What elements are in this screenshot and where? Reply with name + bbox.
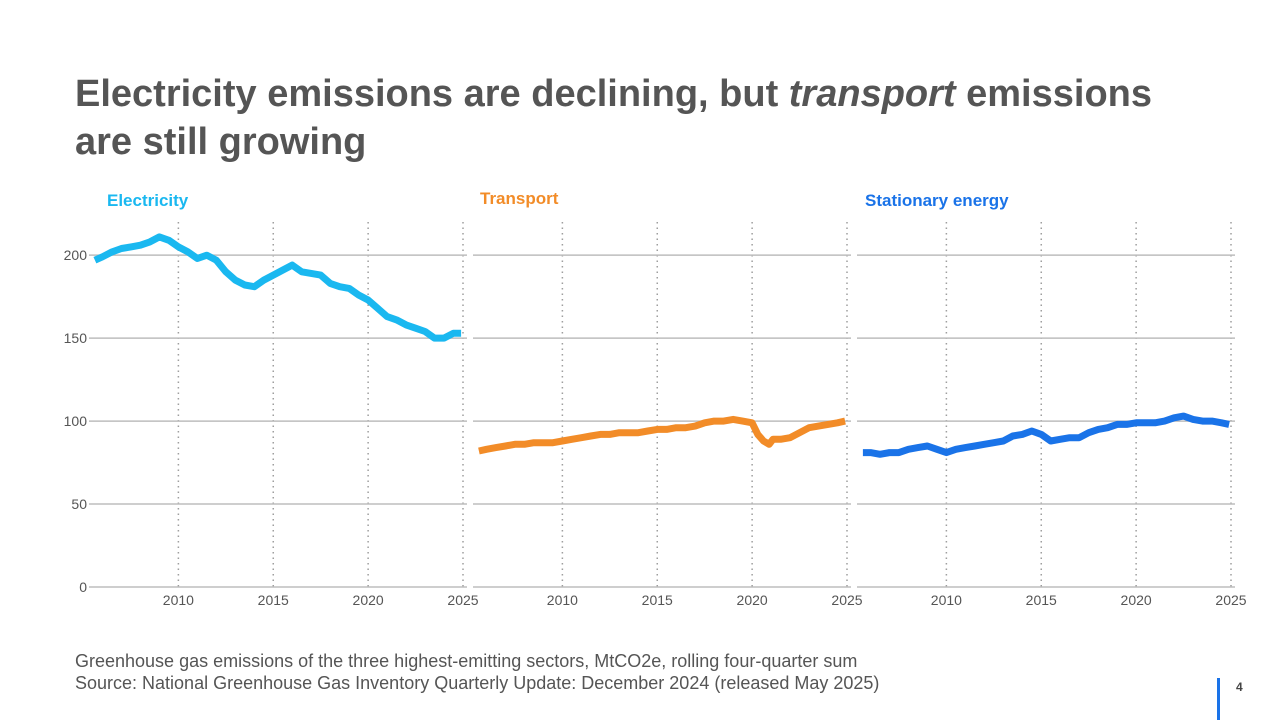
x-tick-label: 2010 <box>547 592 578 608</box>
page-number-bar <box>1217 678 1220 720</box>
page-title: Electricity emissions are declining, but… <box>75 70 1195 166</box>
x-tick-label: 2015 <box>258 592 289 608</box>
x-tick-label: 2015 <box>1026 592 1057 608</box>
x-tick-label: 2010 <box>931 592 962 608</box>
panel-title: Transport <box>480 189 559 208</box>
y-tick-label: 100 <box>64 413 88 429</box>
panel-title: Stationary energy <box>865 191 1009 210</box>
y-tick-label: 150 <box>64 330 88 346</box>
x-tick-label: 2025 <box>447 592 478 608</box>
footnote: Greenhouse gas emissions of the three hi… <box>75 650 879 694</box>
series-line <box>93 233 462 342</box>
series-line <box>478 415 846 455</box>
title-italic-word: transport <box>788 73 956 115</box>
page-number: 4 <box>1236 680 1243 694</box>
y-tick-label: 200 <box>64 247 88 263</box>
series-line <box>862 412 1230 458</box>
x-tick-label: 2010 <box>163 592 194 608</box>
title-part-1: Electricity emissions are declining, but <box>75 73 789 115</box>
y-tick-label: 50 <box>71 496 87 512</box>
x-tick-label: 2015 <box>642 592 673 608</box>
title-part-2: emissions are still growing <box>75 73 1152 163</box>
chart-description: Greenhouse gas emissions of the three hi… <box>75 651 858 671</box>
x-tick-label: 2025 <box>831 592 862 608</box>
x-tick-label: 2025 <box>1215 592 1246 608</box>
x-tick-label: 2020 <box>1121 592 1152 608</box>
y-tick-label: 0 <box>79 579 87 595</box>
source-note: Source: National Greenhouse Gas Inventor… <box>75 673 880 693</box>
panel-title: Electricity <box>107 191 189 210</box>
x-tick-label: 2020 <box>353 592 384 608</box>
x-tick-label: 2020 <box>737 592 768 608</box>
